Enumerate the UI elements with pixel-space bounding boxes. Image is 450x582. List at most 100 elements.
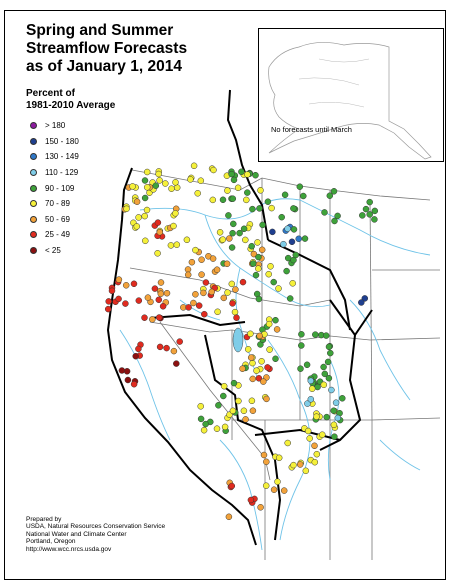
title-line: Spring and Summer xyxy=(26,22,174,39)
station-point xyxy=(130,280,138,288)
station-point xyxy=(195,302,203,309)
station-point xyxy=(228,280,236,288)
station-point xyxy=(258,358,265,365)
station-point xyxy=(270,486,278,493)
station-point xyxy=(358,299,365,306)
station-point xyxy=(122,300,129,307)
station-point xyxy=(228,170,235,178)
station-point xyxy=(242,236,249,244)
station-point xyxy=(156,228,164,236)
station-point xyxy=(197,177,205,184)
station-point xyxy=(144,294,152,301)
station-point xyxy=(325,343,333,351)
station-point xyxy=(266,346,273,353)
credit-line: Prepared by xyxy=(26,516,62,523)
station-point xyxy=(325,374,333,382)
credit-line: http://www.wcc.nrcs.usda.gov xyxy=(26,545,112,553)
station-point xyxy=(361,295,369,302)
station-point xyxy=(135,297,143,304)
station-point xyxy=(209,255,217,262)
station-point xyxy=(154,250,161,257)
station-point xyxy=(220,294,228,302)
station-point xyxy=(255,375,263,382)
station-point xyxy=(284,439,291,447)
station-point xyxy=(223,260,231,268)
station-point xyxy=(197,415,205,423)
station-point xyxy=(281,191,289,199)
station-point xyxy=(172,179,179,186)
station-point xyxy=(152,182,160,189)
station-point xyxy=(115,276,123,283)
station-point xyxy=(249,407,257,414)
station-point xyxy=(304,400,311,407)
station-point xyxy=(242,416,249,423)
station-point xyxy=(313,413,320,420)
station-point xyxy=(322,332,330,339)
station-point xyxy=(104,305,112,313)
station-point xyxy=(323,413,330,421)
station-point xyxy=(190,299,197,307)
station-point xyxy=(265,320,273,328)
station-point xyxy=(220,392,227,400)
station-point xyxy=(275,454,283,462)
title-line: as of January 1, 2014 xyxy=(26,58,182,75)
station-point xyxy=(141,212,148,220)
legend-label: 90 - 109 xyxy=(45,183,75,193)
station-point xyxy=(257,504,264,511)
station-point xyxy=(151,285,159,292)
station-point xyxy=(362,205,370,213)
legend-label: 150 - 180 xyxy=(45,136,79,146)
station-point xyxy=(273,326,281,333)
station-point xyxy=(142,237,149,245)
station-point xyxy=(201,310,208,318)
station-point xyxy=(159,303,167,310)
legend-label: 70 - 89 xyxy=(45,199,70,209)
station-point xyxy=(143,184,151,191)
station-point xyxy=(247,354,255,361)
station-point xyxy=(232,286,239,293)
station-point xyxy=(202,420,209,428)
station-point xyxy=(284,225,291,232)
legend-swatch xyxy=(30,122,37,130)
station-point xyxy=(272,316,279,324)
alaska-map xyxy=(268,42,432,160)
legend-swatch xyxy=(30,153,37,161)
station-point xyxy=(163,289,171,297)
legend-label: > 180 xyxy=(45,121,66,131)
station-point xyxy=(143,168,151,176)
legend: > 180 150 - 180 130 - 149 110 - 129 90 - 109… xyxy=(30,118,79,258)
legend-label: 130 - 149 xyxy=(45,152,79,162)
credit-line: Portland, Oregon xyxy=(26,538,76,546)
map-title: Spring and Summer Streamflow Forecasts a… xyxy=(26,22,187,76)
station-point xyxy=(332,399,340,406)
station-point xyxy=(183,236,191,244)
station-point xyxy=(122,282,130,289)
station-point xyxy=(320,381,328,389)
station-point xyxy=(265,270,272,278)
station-point xyxy=(250,250,258,258)
station-point xyxy=(327,349,334,357)
station-point xyxy=(280,240,287,248)
station-point xyxy=(334,212,341,220)
station-point xyxy=(219,196,227,204)
station-point xyxy=(229,195,237,202)
station-point xyxy=(133,223,141,230)
station-point xyxy=(228,244,236,251)
station-point xyxy=(247,496,255,504)
station-point xyxy=(230,379,238,387)
legend-item: > 180 xyxy=(30,118,79,134)
station-point xyxy=(268,204,275,212)
legend-item: 70 - 89 xyxy=(30,196,79,212)
station-point xyxy=(290,205,297,212)
legend-item: 90 - 109 xyxy=(30,180,79,196)
station-point xyxy=(234,184,242,192)
station-point xyxy=(252,271,260,279)
station-point xyxy=(311,442,318,450)
station-point xyxy=(230,176,238,184)
station-point xyxy=(163,344,170,352)
inset-note: No forecasts until March xyxy=(271,125,352,134)
station-point xyxy=(143,206,151,214)
station-point xyxy=(200,289,207,297)
station-point xyxy=(141,194,149,202)
station-point xyxy=(330,188,338,195)
